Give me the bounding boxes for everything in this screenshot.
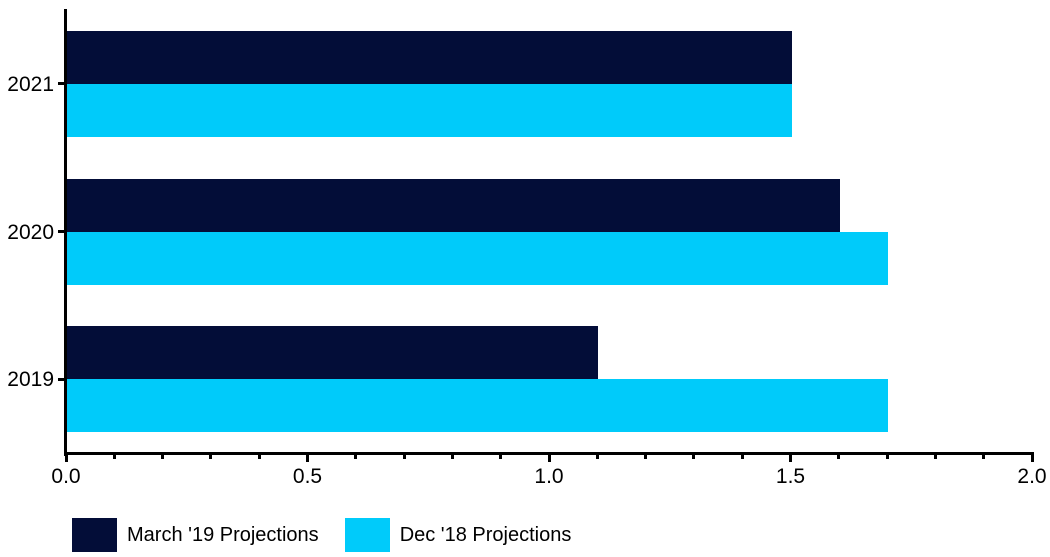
bar-2021-series-1 (67, 83, 792, 137)
x-tick-label-0.0: 0.0 (51, 465, 81, 488)
x-tick-label-1.5: 1.5 (775, 465, 806, 488)
x-axis-minor-tick (209, 455, 213, 459)
bar-2020-series-0 (67, 178, 840, 232)
x-tick-label-0.5: 0.5 (292, 465, 323, 488)
x-axis-minor-tick (499, 455, 503, 459)
x-axis-minor-tick (740, 455, 744, 459)
x-tick-label-2.0: 2.0 (1017, 465, 1047, 488)
x-axis-major-tick (1030, 455, 1034, 462)
legend-swatch-1 (344, 518, 390, 552)
legend-swatch-0 (72, 518, 117, 552)
x-axis-minor-tick (644, 455, 648, 459)
x-axis-major-tick (547, 455, 551, 462)
bar-2021-series-0 (67, 30, 792, 84)
y-axis-line (64, 9, 67, 456)
x-axis-minor-tick (112, 455, 116, 459)
bar-2020-series-1 (67, 231, 889, 285)
legend: March '19 Projections Dec '18 Projections (72, 518, 571, 552)
x-axis-major-tick (64, 455, 68, 462)
x-axis-minor-tick (161, 455, 165, 459)
y-axis-tick (58, 377, 64, 381)
x-axis-minor-tick (692, 455, 696, 459)
category-label-2021: 2021 (7, 72, 54, 96)
y-axis-tick (58, 230, 64, 233)
bar-2019-series-1 (67, 379, 889, 433)
x-axis-minor-tick (933, 455, 937, 459)
y-axis-tick (58, 82, 64, 86)
category-label-2019: 2019 (7, 368, 54, 392)
legend-item-0: March '19 Projections (72, 518, 319, 552)
x-axis-minor-tick (450, 455, 454, 459)
x-axis-minor-tick (354, 455, 358, 459)
legend-label-1: Dec '18 Projections (399, 523, 572, 546)
bar-2019-series-0 (67, 326, 599, 380)
x-axis-major-tick (789, 455, 792, 462)
x-axis-line (64, 452, 1034, 455)
x-axis-minor-tick (595, 455, 599, 459)
x-axis-minor-tick (885, 455, 889, 459)
x-axis-major-tick (306, 455, 309, 462)
x-axis-minor-tick (402, 455, 406, 459)
legend-label-0: March '19 Projections (127, 523, 319, 546)
x-tick-label-1.0: 1.0 (534, 465, 564, 488)
category-label-2020: 2020 (7, 220, 54, 244)
x-axis-minor-tick (257, 455, 261, 459)
legend-item-1: Dec '18 Projections (344, 518, 572, 552)
x-axis-minor-tick (982, 455, 986, 459)
x-axis-minor-tick (837, 455, 841, 459)
